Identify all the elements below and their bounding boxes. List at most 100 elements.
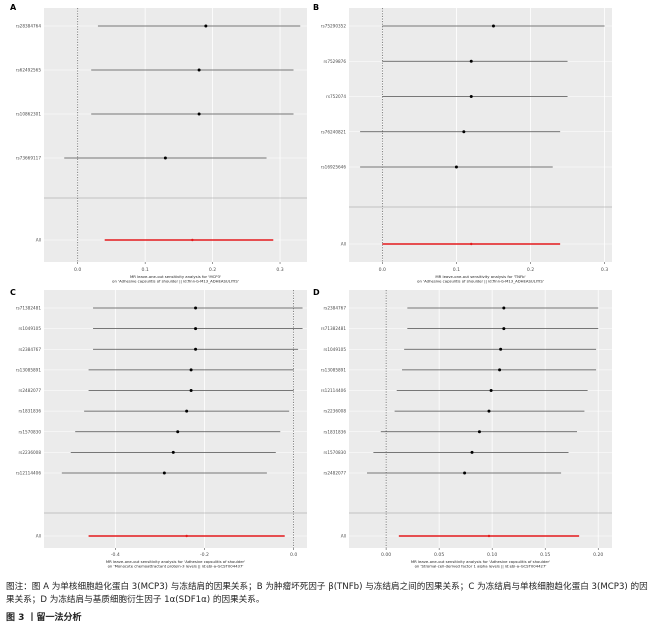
estimate-point <box>194 306 198 310</box>
estimate-point <box>197 68 201 72</box>
estimate-point <box>189 389 193 392</box>
x-tick-label: -0.4 <box>111 552 120 558</box>
x-tick-label: 0.3 <box>276 267 283 273</box>
estimate-point <box>502 327 506 331</box>
plot-background <box>349 290 612 548</box>
x-tick-label: 0.3 <box>601 267 608 273</box>
x-axis-label: MR leave-one-out sensitivity analysis fo… <box>106 559 245 564</box>
snp-label: rs2384767 <box>323 306 346 311</box>
snp-label: rs12114406 <box>321 388 347 393</box>
plot-background <box>44 290 307 548</box>
snp-label: rs13085891 <box>321 367 347 372</box>
snp-label: rs16925646 <box>321 165 347 170</box>
overall-point <box>185 534 188 538</box>
estimate-point <box>487 409 491 413</box>
panel-letter: B <box>313 3 319 12</box>
snp-label: rs2482077 <box>18 388 41 393</box>
snp-label: rs12114406 <box>16 471 42 476</box>
overall-label: All <box>341 534 346 539</box>
snp-label: rs2236008 <box>323 409 346 414</box>
snp-label: rs1570830 <box>18 429 41 434</box>
overall-label: All <box>341 242 346 247</box>
x-tick-label: 0.0 <box>379 267 386 273</box>
x-tick-label: 0.05 <box>434 552 444 558</box>
snp-label: rs13085891 <box>16 367 42 372</box>
overall-label: All <box>36 238 41 243</box>
panel-letter: A <box>10 3 17 12</box>
snp-label: rs752074 <box>326 94 346 99</box>
figure-caption: 图注：图 A 为单核细胞趋化蛋白 3(MCP3) 与冻结肩的因果关系；B 为肿瘤… <box>6 582 648 605</box>
estimate-point <box>185 409 189 413</box>
estimate-point <box>477 430 481 434</box>
x-tick-label: -0.2 <box>200 552 209 558</box>
estimate-point <box>469 95 473 98</box>
estimate-point <box>176 430 180 434</box>
x-tick-label: 0.10 <box>487 552 497 558</box>
estimate-point <box>194 327 198 331</box>
x-tick-label: 0.2 <box>527 267 534 273</box>
estimate-point <box>204 24 208 28</box>
x-tick-label: 0.00 <box>381 552 391 558</box>
estimate-point <box>163 156 167 160</box>
panel-letter: D <box>313 288 320 297</box>
snp-label: rs73669117 <box>16 156 42 161</box>
estimate-point <box>189 368 193 372</box>
snp-label: rs1570830 <box>323 450 346 455</box>
plot-background <box>44 8 307 262</box>
snp-label: rs71382481 <box>321 326 347 331</box>
snp-label: rs76240821 <box>321 129 347 134</box>
estimate-point <box>502 306 506 310</box>
x-tick-label: 0.20 <box>593 552 603 558</box>
estimate-point <box>194 347 198 351</box>
x-axis-label: MR leave-one-out sensitivity analysis fo… <box>435 274 525 279</box>
snp-label: rs1049105 <box>18 326 41 331</box>
x-axis-label: MR leave-one-out sensitivity analysis fo… <box>411 559 550 564</box>
x-tick-label: 0.0 <box>290 552 297 558</box>
estimate-point <box>454 165 458 169</box>
estimate-point <box>499 347 503 351</box>
x-tick-label: 0.15 <box>540 552 550 558</box>
figure-label: 图 3 丨留一法分析 <box>6 613 82 623</box>
overall-point <box>191 238 194 242</box>
overall-label: All <box>36 534 41 539</box>
snp-label: rs62492565 <box>16 68 42 73</box>
snp-label: rs10862301 <box>16 112 42 117</box>
estimate-point <box>197 112 201 116</box>
plot-background <box>349 8 612 262</box>
estimate-point <box>463 471 467 475</box>
estimate-point <box>489 389 493 392</box>
overall-point <box>487 534 491 538</box>
overall-point <box>470 242 473 246</box>
snp-label: rs1831836 <box>323 429 346 434</box>
estimate-point <box>469 59 473 63</box>
panel-letter: C <box>10 288 16 297</box>
x-axis-label: MR leave-one-out sensitivity analysis fo… <box>130 274 221 279</box>
x-tick-label: 0.1 <box>141 267 148 273</box>
snp-label: rs2482077 <box>323 471 346 476</box>
x-tick-label: 0.1 <box>453 267 460 273</box>
snp-label: rs7529876 <box>323 59 346 64</box>
snp-label: rs28384764 <box>16 24 42 29</box>
x-axis-label: on 'Adhesive capsulitis of shoulder || i… <box>112 279 239 284</box>
x-axis-label: on 'Stromal-cell-derived factor 1 alpha … <box>415 564 547 569</box>
estimate-point <box>162 471 166 475</box>
snp-label: rs2236008 <box>18 450 41 455</box>
estimate-point <box>498 368 502 372</box>
x-axis-label: on 'Monocyte chemoattractant protein-3 l… <box>108 564 244 569</box>
estimate-point <box>470 450 474 454</box>
estimate-point <box>462 130 466 134</box>
x-axis-label: on 'Adhesive capsulitis of shoulder || i… <box>417 279 544 284</box>
snp-label: rs71382481 <box>16 306 42 311</box>
snp-label: rs1831836 <box>18 409 41 414</box>
snp-label: rs1049105 <box>323 347 346 352</box>
x-tick-label: 0.2 <box>209 267 216 273</box>
x-tick-label: 0.0 <box>74 267 81 273</box>
estimate-point <box>171 450 175 454</box>
estimate-point <box>491 24 495 28</box>
snp-label: rs75290352 <box>321 24 347 29</box>
